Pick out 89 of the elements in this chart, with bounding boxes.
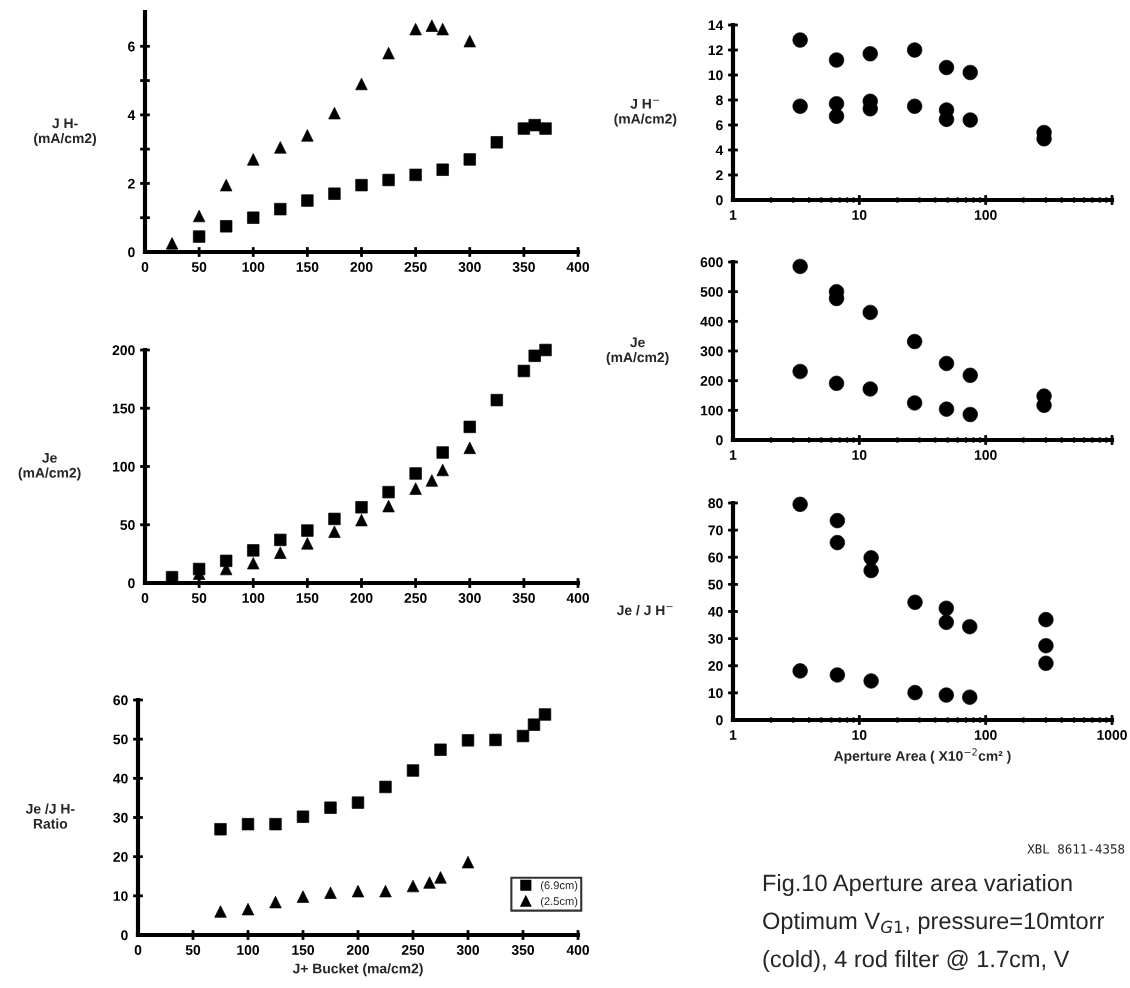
- x-tick-label: 100: [974, 450, 997, 460]
- y-axis-title: Je (mA/cm2): [18, 453, 81, 481]
- y-tick-label: 0: [121, 930, 128, 941]
- x-tick-label: 200: [350, 593, 373, 603]
- y-tick-label: 0: [128, 247, 135, 258]
- x-tick-label: 350: [512, 262, 535, 272]
- y-tick-label: 200: [700, 376, 723, 386]
- x-tick-label: 200: [346, 945, 370, 955]
- y-tick-label: 60: [708, 552, 723, 563]
- caption: Fig.10 Aperture area variation: [763, 873, 1072, 897]
- x-tick-label: 250: [401, 945, 425, 955]
- y-tick-label: 10: [708, 70, 723, 81]
- x-tick-label: 100: [974, 210, 997, 220]
- x-axis-title: J+ Bucket (ma/cm2): [292, 963, 423, 977]
- x-tick-label: 150: [296, 262, 319, 272]
- y-tick-label: 4: [715, 145, 724, 156]
- y-tick-label: 10: [113, 891, 128, 901]
- y-tick-label: 2: [716, 170, 723, 181]
- y-tick-label: 0: [716, 715, 723, 726]
- y-tick-label: 150: [112, 403, 135, 414]
- y-tick-label: 40: [113, 773, 128, 784]
- y-tick-label: 12: [708, 45, 723, 56]
- y-tick-label: 500: [700, 287, 723, 297]
- x-tick-label: 100: [242, 593, 265, 603]
- x-tick-label: 400: [566, 593, 590, 603]
- x-tick-label: 0: [141, 262, 149, 272]
- y-tick-label: 0: [716, 435, 723, 446]
- y-tick-label: 20: [708, 661, 723, 671]
- x-tick-label: 150: [296, 593, 319, 603]
- y-tick-label: 4: [127, 110, 136, 120]
- y-tick-label: 60: [113, 695, 128, 706]
- x-tick-label: 150: [292, 945, 315, 955]
- y-tick-label: 100: [700, 405, 723, 416]
- legend-label: (2.5cm): [540, 896, 578, 908]
- x-tick-label: 10: [852, 730, 867, 740]
- x-tick-label: 50: [191, 593, 207, 603]
- y-tick-label: 50: [120, 520, 135, 530]
- text: J H$^{−}$ (mA/cm2): [614, 99, 677, 127]
- text: (cold), 4 rod filter @ 1.7cm, V: [763, 949, 1070, 972]
- y-tick-label: 6: [716, 120, 723, 131]
- x-tick-label: 100: [242, 262, 265, 272]
- x-tick-label: 1: [730, 450, 737, 460]
- x-tick-label: 50: [191, 262, 207, 272]
- y-tick-label: 2: [128, 178, 135, 189]
- y-tick-label: 30: [708, 633, 723, 644]
- y-tick-label: 100: [112, 461, 135, 472]
- x-tick-label: 300: [458, 262, 481, 272]
- x-tick-label: 1: [730, 730, 737, 740]
- y-tick-label: 0: [128, 578, 135, 589]
- y-axis-title: Je /J H- Ratio: [25, 803, 75, 829]
- y-tick-label: 14: [708, 20, 724, 31]
- x-tick-label: 10: [852, 210, 867, 220]
- x-tick-label: 200: [350, 262, 373, 272]
- y-tick-label: 70: [708, 525, 723, 536]
- x-tick-label: 400: [566, 262, 590, 272]
- y-tick-label: 20: [113, 852, 128, 862]
- x-tick-label: 350: [511, 945, 535, 955]
- x-tick-label: 250: [404, 262, 427, 272]
- y-tick-label: 300: [700, 346, 723, 357]
- y-tick-label: 400: [700, 316, 723, 327]
- y-tick-label: 600: [700, 257, 723, 268]
- y-axis-title: J H- (mA/cm2): [34, 118, 97, 146]
- y-tick-label: 8: [715, 95, 723, 106]
- y-tick-label: 10: [708, 688, 723, 699]
- x-tick-label: 400: [566, 945, 590, 955]
- y-axis-title: Je / J H$^{−}$: [616, 604, 673, 616]
- x-tick-label: 250: [404, 593, 427, 603]
- y-tick-label: 40: [708, 606, 723, 617]
- x-tick-label: 1: [730, 210, 737, 220]
- x-tick-label: 100: [974, 730, 997, 740]
- text: XBL 8611-4358: [1027, 844, 1125, 854]
- x-tick-label: 100: [237, 945, 260, 955]
- x-tick-label: 1000: [1097, 730, 1127, 740]
- y-tick-label: 50: [708, 579, 723, 590]
- text: Optimum V$_{G1}$, pressure=10mtorr: [763, 911, 1104, 934]
- x-tick-label: 0: [141, 593, 149, 603]
- x-tick-label: 300: [458, 593, 481, 603]
- y-tick-label: 0: [716, 195, 723, 206]
- y-tick-label: 80: [708, 498, 723, 509]
- legend-label: (6.9cm): [540, 881, 578, 892]
- x-tick-label: 300: [456, 945, 480, 955]
- x-tick-label: 350: [512, 593, 535, 603]
- y-tick-label: 200: [112, 345, 135, 356]
- y-tick-label: 30: [113, 812, 128, 823]
- y-tick-label: 6: [128, 41, 135, 52]
- x-tick-label: 50: [185, 945, 201, 955]
- y-axis-title: Je (mA/cm2): [606, 337, 669, 365]
- x-axis-title: Aperture Area ( X10$^{−2}$cm² ): [833, 748, 1011, 764]
- x-tick-label: 10: [852, 450, 867, 460]
